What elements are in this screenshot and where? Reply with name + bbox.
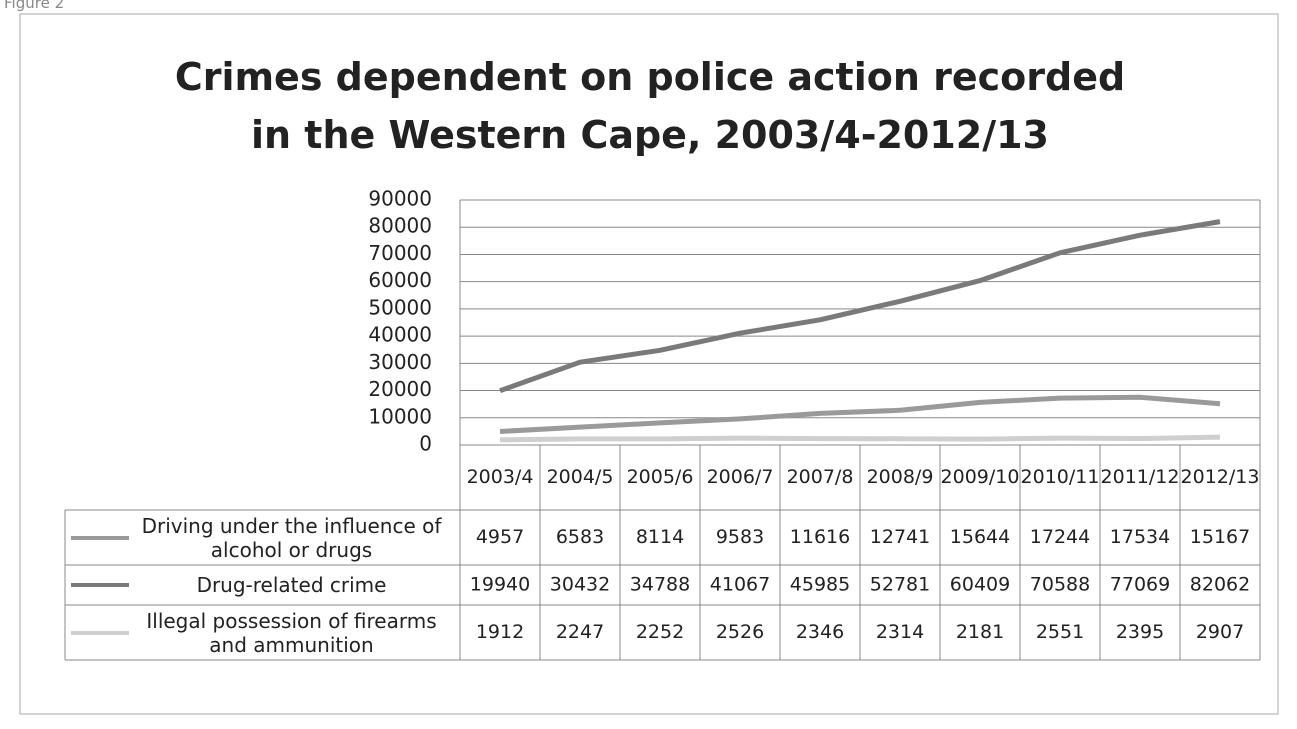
table-value: 30432: [550, 574, 610, 596]
figure-label: Figure 2: [4, 0, 65, 12]
y-tick-label: 80000: [368, 214, 432, 238]
table-value: 45985: [790, 574, 850, 596]
y-tick-label: 20000: [368, 377, 432, 401]
table-value: 2526: [716, 621, 764, 643]
y-tick-label: 10000: [368, 404, 432, 428]
y-tick-label: 0: [419, 432, 432, 456]
x-tick-label: 2011/12: [1101, 466, 1180, 488]
table-value: 52781: [870, 574, 930, 596]
series-line: [499, 394, 1221, 434]
x-tick-label: 2003/4: [467, 466, 534, 488]
legend-entry: Driving under the influence of alcohol o…: [65, 510, 460, 565]
chart-border: [19, 13, 1279, 715]
table-value: 12741: [870, 526, 930, 548]
x-tick-label: 2007/8: [787, 466, 854, 488]
legend-swatch: [71, 535, 129, 540]
table-value: 15644: [950, 526, 1010, 548]
table-value: 77069: [1110, 574, 1170, 596]
x-tick-label: 2012/13: [1181, 466, 1260, 488]
y-tick-label: 60000: [368, 268, 432, 292]
x-tick-label: 2006/7: [707, 466, 774, 488]
x-tick-label: 2008/9: [867, 466, 934, 488]
table-value: 9583: [716, 526, 764, 548]
y-tick-label: 50000: [368, 295, 432, 319]
table-value: 34788: [630, 574, 690, 596]
x-tick-label: 2005/6: [627, 466, 694, 488]
table-value: 2346: [796, 621, 844, 643]
table-value: 2314: [876, 621, 924, 643]
y-tick-label: 70000: [368, 241, 432, 265]
table-value: 2247: [556, 621, 604, 643]
y-tick-label: 40000: [368, 323, 432, 347]
y-tick-label: 90000: [368, 187, 432, 211]
table-value: 41067: [710, 574, 770, 596]
table-value: 2551: [1036, 621, 1084, 643]
table-value: 17534: [1110, 526, 1170, 548]
legend-entry: Illegal possession of firearms and ammun…: [65, 605, 460, 660]
legend-swatch: [71, 583, 129, 587]
table-value: 8114: [636, 526, 684, 548]
legend-label: Driving under the influence of alcohol o…: [141, 513, 442, 562]
table-value: 6583: [556, 526, 604, 548]
table-value: 4957: [476, 526, 524, 548]
table-value: 2252: [636, 621, 684, 643]
table-value: 2181: [956, 621, 1004, 643]
table-value: 11616: [790, 526, 850, 548]
series-line: [499, 219, 1221, 394]
legend-swatch: [71, 630, 129, 635]
table-value: 2907: [1196, 621, 1244, 643]
x-tick-label: 2009/10: [941, 466, 1020, 488]
table-value: 60409: [950, 574, 1010, 596]
table-value: 19940: [470, 574, 530, 596]
x-tick-label: 2010/11: [1021, 466, 1100, 488]
table-value: 2395: [1116, 621, 1164, 643]
y-tick-label: 30000: [368, 350, 432, 374]
x-tick-label: 2004/5: [547, 466, 614, 488]
legend-label: Illegal possession of firearms and ammun…: [146, 608, 437, 657]
chart-title: Crimes dependent on police action record…: [174, 55, 1126, 157]
table-value: 70588: [1030, 574, 1090, 596]
series-line: [499, 434, 1221, 443]
table-value: 82062: [1190, 574, 1250, 596]
table-value: 15167: [1190, 526, 1250, 548]
legend-entry: Drug-related crime: [65, 565, 460, 605]
legend-label: Drug-related crime: [196, 573, 387, 597]
table-value: 17244: [1030, 526, 1090, 548]
table-value: 1912: [476, 621, 524, 643]
